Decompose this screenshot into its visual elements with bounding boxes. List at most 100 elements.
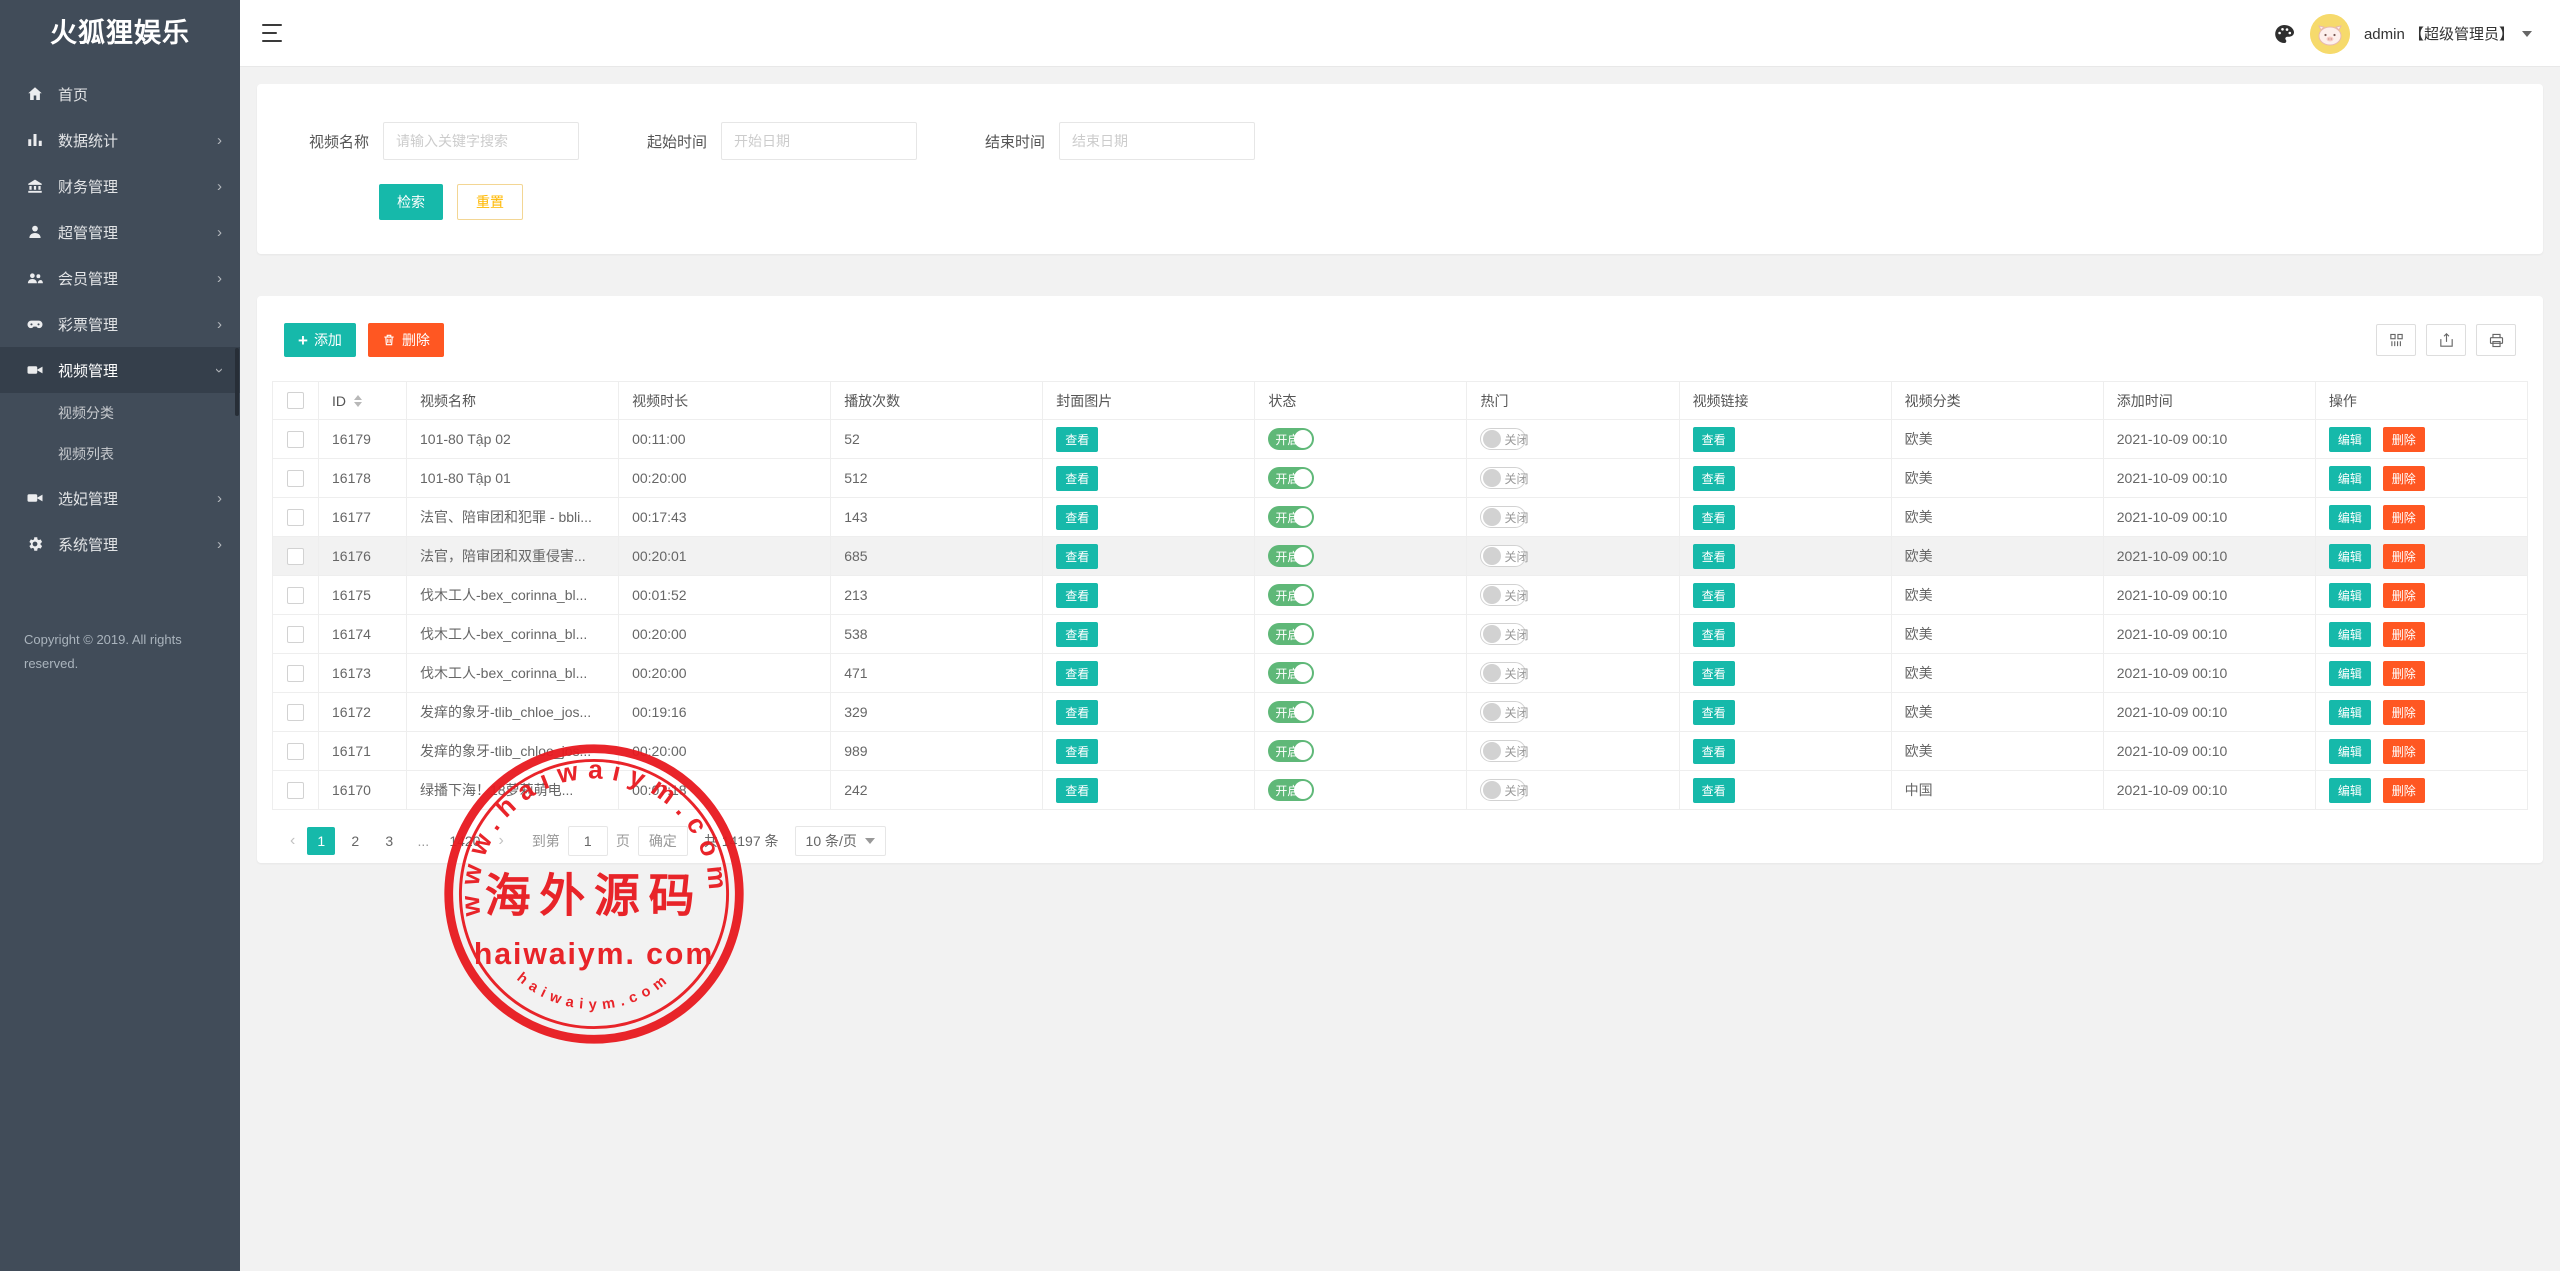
- view-cover-button[interactable]: 查看: [1056, 621, 1099, 647]
- sidebar-item-finance[interactable]: 财务管理 ›: [0, 163, 240, 209]
- view-cover-button[interactable]: 查看: [1056, 465, 1099, 491]
- hot-toggle[interactable]: 关闭: [1480, 623, 1528, 645]
- view-cover-button[interactable]: 查看: [1056, 582, 1099, 608]
- search-button[interactable]: 检索: [379, 184, 443, 220]
- row-checkbox[interactable]: [287, 430, 304, 448]
- status-toggle[interactable]: 开启: [1268, 467, 1315, 489]
- end-date-input[interactable]: [1059, 122, 1256, 160]
- page-button[interactable]: 2: [351, 833, 360, 849]
- video-name-input[interactable]: [383, 122, 580, 160]
- view-cover-button[interactable]: 查看: [1056, 543, 1099, 569]
- view-link-button[interactable]: 查看: [1692, 504, 1735, 530]
- row-delete-button[interactable]: 删除: [2382, 426, 2425, 452]
- row-delete-button[interactable]: 删除: [2382, 543, 2425, 569]
- row-delete-button[interactable]: 删除: [2382, 738, 2425, 764]
- status-toggle[interactable]: 开启: [1268, 662, 1315, 684]
- view-link-button[interactable]: 查看: [1692, 660, 1735, 686]
- status-toggle[interactable]: 开启: [1268, 701, 1315, 723]
- delete-button[interactable]: 删除: [367, 323, 444, 357]
- row-delete-button[interactable]: 删除: [2382, 660, 2425, 686]
- per-page-select[interactable]: 10 条/页: [794, 826, 886, 856]
- page-button[interactable]: 1420: [449, 833, 481, 849]
- status-toggle[interactable]: 开启: [1268, 740, 1315, 762]
- user-menu[interactable]: admin 【超级管理员】: [2364, 23, 2532, 44]
- hot-toggle[interactable]: 关闭: [1480, 545, 1528, 567]
- view-link-button[interactable]: 查看: [1692, 699, 1735, 725]
- select-all-checkbox[interactable]: [287, 392, 304, 410]
- status-toggle[interactable]: 开启: [1268, 584, 1315, 606]
- row-checkbox[interactable]: [287, 547, 304, 565]
- view-link-button[interactable]: 查看: [1692, 621, 1735, 647]
- reset-button[interactable]: 重置: [457, 184, 523, 220]
- sidebar-item-lottery[interactable]: 彩票管理 ›: [0, 301, 240, 347]
- sidebar-item-superadmin[interactable]: 超管管理 ›: [0, 209, 240, 255]
- row-delete-button[interactable]: 删除: [2382, 504, 2425, 530]
- sidebar-item-system[interactable]: 系统管理 ›: [0, 521, 240, 567]
- edit-button[interactable]: 编辑: [2328, 582, 2371, 608]
- hot-toggle[interactable]: 关闭: [1480, 506, 1528, 528]
- export-button[interactable]: [2426, 324, 2466, 356]
- row-delete-button[interactable]: 删除: [2382, 621, 2425, 647]
- view-cover-button[interactable]: 查看: [1056, 426, 1099, 452]
- row-checkbox[interactable]: [287, 469, 304, 487]
- status-toggle[interactable]: 开启: [1268, 623, 1315, 645]
- status-toggle[interactable]: 开启: [1268, 428, 1315, 450]
- sidebar-item-video[interactable]: 视频管理 ›: [0, 347, 240, 393]
- edit-button[interactable]: 编辑: [2328, 699, 2371, 725]
- row-checkbox[interactable]: [287, 625, 304, 643]
- hot-toggle[interactable]: 关闭: [1480, 467, 1528, 489]
- next-page-icon[interactable]: ›: [498, 832, 504, 849]
- row-checkbox[interactable]: [287, 586, 304, 604]
- view-link-button[interactable]: 查看: [1692, 738, 1735, 764]
- row-delete-button[interactable]: 删除: [2382, 777, 2425, 803]
- edit-button[interactable]: 编辑: [2328, 426, 2371, 452]
- page-button[interactable]: 1: [307, 827, 336, 855]
- row-checkbox[interactable]: [287, 703, 304, 721]
- view-cover-button[interactable]: 查看: [1056, 660, 1099, 686]
- hot-toggle[interactable]: 关闭: [1480, 740, 1528, 762]
- prev-page-icon[interactable]: ‹: [290, 832, 296, 849]
- edit-button[interactable]: 编辑: [2328, 777, 2371, 803]
- view-link-button[interactable]: 查看: [1692, 543, 1735, 569]
- theme-palette-icon[interactable]: [2272, 22, 2296, 46]
- row-checkbox[interactable]: [287, 781, 304, 799]
- sidebar-scrollbar[interactable]: [235, 348, 239, 416]
- hot-toggle[interactable]: 关闭: [1480, 701, 1528, 723]
- goto-confirm-button[interactable]: 确定: [637, 826, 688, 856]
- view-link-button[interactable]: 查看: [1692, 777, 1735, 803]
- view-cover-button[interactable]: 查看: [1056, 738, 1099, 764]
- filter-columns-button[interactable]: [2376, 324, 2416, 356]
- edit-button[interactable]: 编辑: [2328, 504, 2371, 530]
- view-link-button[interactable]: 查看: [1692, 426, 1735, 452]
- row-delete-button[interactable]: 删除: [2382, 582, 2425, 608]
- sort-icon[interactable]: [354, 394, 362, 407]
- sidebar-item-video-list[interactable]: 视频列表: [0, 434, 240, 475]
- page-button[interactable]: 3: [385, 833, 394, 849]
- view-link-button[interactable]: 查看: [1692, 465, 1735, 491]
- hot-toggle[interactable]: 关闭: [1480, 779, 1528, 801]
- menu-toggle-icon[interactable]: [262, 24, 284, 42]
- goto-page-input[interactable]: [567, 826, 608, 856]
- sidebar-item-concubine[interactable]: 选妃管理 ›: [0, 475, 240, 521]
- status-toggle[interactable]: 开启: [1268, 779, 1315, 801]
- start-date-input[interactable]: [721, 122, 918, 160]
- edit-button[interactable]: 编辑: [2328, 738, 2371, 764]
- edit-button[interactable]: 编辑: [2328, 621, 2371, 647]
- row-delete-button[interactable]: 删除: [2382, 465, 2425, 491]
- sidebar-item-video-category[interactable]: 视频分类: [0, 393, 240, 434]
- hot-toggle[interactable]: 关闭: [1480, 584, 1528, 606]
- sidebar-item-home[interactable]: 首页: [0, 71, 240, 117]
- view-cover-button[interactable]: 查看: [1056, 777, 1099, 803]
- hot-toggle[interactable]: 关闭: [1480, 662, 1528, 684]
- add-button[interactable]: + 添加: [284, 323, 356, 357]
- edit-button[interactable]: 编辑: [2328, 660, 2371, 686]
- row-delete-button[interactable]: 删除: [2382, 699, 2425, 725]
- print-button[interactable]: [2476, 324, 2516, 356]
- row-checkbox[interactable]: [287, 742, 304, 760]
- sidebar-item-members[interactable]: 会员管理 ›: [0, 255, 240, 301]
- status-toggle[interactable]: 开启: [1268, 545, 1315, 567]
- hot-toggle[interactable]: 关闭: [1480, 428, 1528, 450]
- view-cover-button[interactable]: 查看: [1056, 699, 1099, 725]
- row-checkbox[interactable]: [287, 664, 304, 682]
- row-checkbox[interactable]: [287, 508, 304, 526]
